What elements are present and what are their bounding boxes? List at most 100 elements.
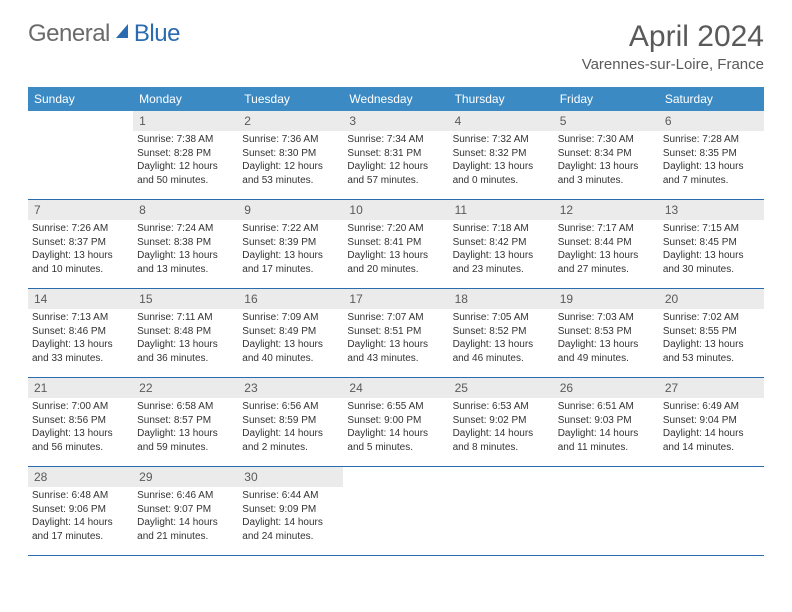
daylight-text: Daylight: 13 hours and 53 minutes. (663, 338, 760, 365)
day-number (28, 111, 133, 131)
daylight-text: Daylight: 13 hours and 43 minutes. (347, 338, 444, 365)
day-header-row: Sunday Monday Tuesday Wednesday Thursday… (28, 87, 764, 111)
day-number: 27 (659, 378, 764, 398)
sunrise-text: Sunrise: 7:34 AM (347, 133, 444, 147)
daylight-text: Daylight: 14 hours and 14 minutes. (663, 427, 760, 454)
sunset-text: Sunset: 9:07 PM (137, 503, 234, 517)
day-number: 2 (238, 111, 343, 131)
sunrise-text: Sunrise: 6:44 AM (242, 489, 339, 503)
sunset-text: Sunset: 8:32 PM (453, 147, 550, 161)
day-content: Sunrise: 7:20 AMSunset: 8:41 PMDaylight:… (343, 222, 448, 280)
sunrise-text: Sunrise: 7:03 AM (558, 311, 655, 325)
day-number: 15 (133, 289, 238, 309)
week-row: 7Sunrise: 7:26 AMSunset: 8:37 PMDaylight… (28, 200, 764, 289)
logo: General Blue (28, 20, 180, 48)
day-content: Sunrise: 7:09 AMSunset: 8:49 PMDaylight:… (238, 311, 343, 369)
day-header-friday: Friday (554, 87, 659, 111)
day-cell: 13Sunrise: 7:15 AMSunset: 8:45 PMDayligh… (659, 200, 764, 288)
day-number: 18 (449, 289, 554, 309)
day-content: Sunrise: 7:22 AMSunset: 8:39 PMDaylight:… (238, 222, 343, 280)
day-cell: 22Sunrise: 6:58 AMSunset: 8:57 PMDayligh… (133, 378, 238, 466)
sunrise-text: Sunrise: 7:32 AM (453, 133, 550, 147)
sunrise-text: Sunrise: 7:07 AM (347, 311, 444, 325)
day-number: 17 (343, 289, 448, 309)
day-content: Sunrise: 7:02 AMSunset: 8:55 PMDaylight:… (659, 311, 764, 369)
sunset-text: Sunset: 8:45 PM (663, 236, 760, 250)
sunset-text: Sunset: 9:00 PM (347, 414, 444, 428)
sunrise-text: Sunrise: 7:02 AM (663, 311, 760, 325)
daylight-text: Daylight: 13 hours and 23 minutes. (453, 249, 550, 276)
sunset-text: Sunset: 9:03 PM (558, 414, 655, 428)
sunrise-text: Sunrise: 6:53 AM (453, 400, 550, 414)
day-cell: 3Sunrise: 7:34 AMSunset: 8:31 PMDaylight… (343, 111, 448, 199)
day-content: Sunrise: 7:17 AMSunset: 8:44 PMDaylight:… (554, 222, 659, 280)
day-number: 3 (343, 111, 448, 131)
day-number (343, 467, 448, 487)
sunrise-text: Sunrise: 6:58 AM (137, 400, 234, 414)
day-cell: 24Sunrise: 6:55 AMSunset: 9:00 PMDayligh… (343, 378, 448, 466)
day-cell: 19Sunrise: 7:03 AMSunset: 8:53 PMDayligh… (554, 289, 659, 377)
daylight-text: Daylight: 13 hours and 36 minutes. (137, 338, 234, 365)
day-number: 24 (343, 378, 448, 398)
day-cell: 9Sunrise: 7:22 AMSunset: 8:39 PMDaylight… (238, 200, 343, 288)
daylight-text: Daylight: 14 hours and 11 minutes. (558, 427, 655, 454)
day-content: Sunrise: 7:18 AMSunset: 8:42 PMDaylight:… (449, 222, 554, 280)
day-cell: 25Sunrise: 6:53 AMSunset: 9:02 PMDayligh… (449, 378, 554, 466)
daylight-text: Daylight: 13 hours and 46 minutes. (453, 338, 550, 365)
day-header-wednesday: Wednesday (343, 87, 448, 111)
sunset-text: Sunset: 9:02 PM (453, 414, 550, 428)
day-header-monday: Monday (133, 87, 238, 111)
day-number: 25 (449, 378, 554, 398)
sunset-text: Sunset: 8:38 PM (137, 236, 234, 250)
day-cell: 21Sunrise: 7:00 AMSunset: 8:56 PMDayligh… (28, 378, 133, 466)
daylight-text: Daylight: 14 hours and 2 minutes. (242, 427, 339, 454)
day-number: 28 (28, 467, 133, 487)
day-number: 29 (133, 467, 238, 487)
day-content: Sunrise: 6:46 AMSunset: 9:07 PMDaylight:… (133, 489, 238, 547)
sunset-text: Sunset: 8:48 PM (137, 325, 234, 339)
day-content: Sunrise: 6:53 AMSunset: 9:02 PMDaylight:… (449, 400, 554, 458)
day-content: Sunrise: 7:24 AMSunset: 8:38 PMDaylight:… (133, 222, 238, 280)
day-number: 23 (238, 378, 343, 398)
day-number: 20 (659, 289, 764, 309)
day-number: 1 (133, 111, 238, 131)
sunrise-text: Sunrise: 7:38 AM (137, 133, 234, 147)
daylight-text: Daylight: 12 hours and 50 minutes. (137, 160, 234, 187)
day-number: 7 (28, 200, 133, 220)
day-cell: 2Sunrise: 7:36 AMSunset: 8:30 PMDaylight… (238, 111, 343, 199)
day-content: Sunrise: 7:13 AMSunset: 8:46 PMDaylight:… (28, 311, 133, 369)
day-number: 8 (133, 200, 238, 220)
sunset-text: Sunset: 9:06 PM (32, 503, 129, 517)
daylight-text: Daylight: 13 hours and 10 minutes. (32, 249, 129, 276)
logo-text-blue: Blue (134, 20, 180, 48)
sunrise-text: Sunrise: 7:17 AM (558, 222, 655, 236)
day-content: Sunrise: 7:34 AMSunset: 8:31 PMDaylight:… (343, 133, 448, 191)
daylight-text: Daylight: 14 hours and 8 minutes. (453, 427, 550, 454)
day-cell: 30Sunrise: 6:44 AMSunset: 9:09 PMDayligh… (238, 467, 343, 555)
month-title: April 2024 (582, 20, 764, 54)
day-content: Sunrise: 7:36 AMSunset: 8:30 PMDaylight:… (238, 133, 343, 191)
week-row: 21Sunrise: 7:00 AMSunset: 8:56 PMDayligh… (28, 378, 764, 467)
sunrise-text: Sunrise: 7:11 AM (137, 311, 234, 325)
day-cell: 11Sunrise: 7:18 AMSunset: 8:42 PMDayligh… (449, 200, 554, 288)
sunrise-text: Sunrise: 6:46 AM (137, 489, 234, 503)
day-content: Sunrise: 7:28 AMSunset: 8:35 PMDaylight:… (659, 133, 764, 191)
day-number: 10 (343, 200, 448, 220)
day-number: 22 (133, 378, 238, 398)
sunset-text: Sunset: 8:52 PM (453, 325, 550, 339)
day-content: Sunrise: 6:44 AMSunset: 9:09 PMDaylight:… (238, 489, 343, 547)
sunrise-text: Sunrise: 7:28 AM (663, 133, 760, 147)
day-cell: 23Sunrise: 6:56 AMSunset: 8:59 PMDayligh… (238, 378, 343, 466)
sunset-text: Sunset: 8:57 PM (137, 414, 234, 428)
daylight-text: Daylight: 13 hours and 30 minutes. (663, 249, 760, 276)
day-header-tuesday: Tuesday (238, 87, 343, 111)
day-number: 12 (554, 200, 659, 220)
day-number: 6 (659, 111, 764, 131)
sunset-text: Sunset: 8:31 PM (347, 147, 444, 161)
day-cell: 4Sunrise: 7:32 AMSunset: 8:32 PMDaylight… (449, 111, 554, 199)
sunset-text: Sunset: 8:39 PM (242, 236, 339, 250)
daylight-text: Daylight: 13 hours and 40 minutes. (242, 338, 339, 365)
day-content: Sunrise: 6:56 AMSunset: 8:59 PMDaylight:… (238, 400, 343, 458)
day-cell: 18Sunrise: 7:05 AMSunset: 8:52 PMDayligh… (449, 289, 554, 377)
sunrise-text: Sunrise: 7:15 AM (663, 222, 760, 236)
